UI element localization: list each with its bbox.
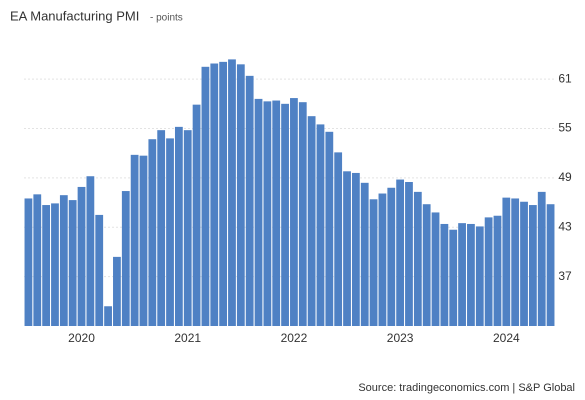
bar [334, 152, 343, 326]
chart-title: EA Manufacturing PMI [10, 8, 139, 23]
bar [290, 98, 298, 326]
bar [360, 182, 369, 326]
bar [245, 75, 254, 326]
bar [475, 226, 484, 326]
bar [298, 102, 307, 326]
bar [493, 215, 502, 326]
bar [528, 205, 537, 326]
bar [537, 191, 546, 326]
bar [121, 191, 130, 326]
bar [210, 63, 219, 326]
x-tick-label: 2023 [387, 331, 414, 345]
x-tick-label: 2021 [174, 331, 201, 345]
bar [201, 66, 210, 327]
bar [502, 197, 511, 326]
bar [343, 171, 351, 326]
bar [157, 130, 166, 326]
bar [174, 126, 183, 327]
bar [325, 131, 334, 326]
bar [272, 100, 281, 326]
bar [431, 212, 440, 326]
bar [546, 204, 555, 326]
bar [440, 223, 449, 326]
bar [369, 199, 378, 326]
bar [130, 154, 139, 326]
bar [166, 138, 174, 326]
bar [51, 203, 59, 326]
bar [42, 205, 51, 326]
bar [405, 182, 413, 326]
y-tick-label: 55 [558, 121, 572, 135]
bar [307, 116, 316, 327]
bar [86, 176, 95, 326]
bar [236, 64, 245, 327]
bar [104, 306, 112, 326]
bar [254, 98, 263, 327]
bar [183, 130, 192, 326]
y-tick-label: 49 [558, 170, 572, 184]
bar [458, 223, 466, 326]
bar [228, 59, 236, 326]
bar [139, 155, 148, 326]
chart-subtitle: - points [150, 13, 183, 24]
bar [351, 172, 360, 326]
bar [281, 103, 289, 326]
x-tick-label: 2022 [281, 331, 308, 345]
bar [378, 193, 387, 326]
bar [148, 139, 157, 326]
bar [387, 187, 396, 326]
bar [33, 194, 42, 326]
bar [316, 124, 325, 327]
bar [511, 198, 520, 326]
source: Source: tradingeconomics.com | S&P Globa… [358, 382, 575, 394]
y-tick-label: 37 [558, 269, 572, 283]
bar [467, 223, 475, 326]
bar [95, 214, 104, 326]
bar [24, 198, 33, 326]
bar [396, 179, 405, 326]
x-tick-label: 2020 [68, 331, 95, 345]
bar [113, 256, 121, 326]
bar [520, 201, 528, 326]
bar [413, 191, 422, 326]
bar [59, 195, 68, 326]
bar [68, 200, 77, 326]
y-tick-label: 43 [558, 219, 572, 233]
bar [263, 101, 272, 326]
y-tick-label: 61 [558, 71, 572, 85]
bar [422, 204, 431, 326]
x-tick-label: 2024 [493, 331, 520, 345]
bar [449, 229, 458, 326]
bar [484, 217, 493, 326]
bar [192, 104, 201, 326]
bar [77, 186, 86, 326]
bar [219, 61, 228, 327]
